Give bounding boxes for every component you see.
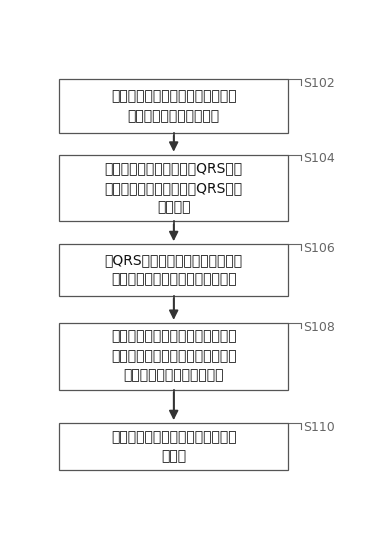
FancyBboxPatch shape [59,323,288,390]
FancyBboxPatch shape [59,244,288,296]
Text: 输出运动阶段的高频心电图和低频
心电图: 输出运动阶段的高频心电图和低频 心电图 [111,430,236,464]
FancyBboxPatch shape [59,79,288,133]
FancyBboxPatch shape [59,423,288,470]
Text: 对运动阶段的心电数据的QRS波群
数据求均值，得到相应的QRS波群
数据均值: 对运动阶段的心电数据的QRS波群 数据求均值，得到相应的QRS波群 数据均值 [105,161,243,214]
Text: S108: S108 [303,320,335,334]
Text: 对QRS波群数据均值进行高频滤波
处理，得到运动阶段的高频心电图: 对QRS波群数据均值进行高频滤波 处理，得到运动阶段的高频心电图 [105,253,243,287]
Text: S110: S110 [303,421,335,434]
Text: 对运动阶段的心电数据进行分析，
按照心脏激动的时间顺序，将体表
电位的变化形成低频心电图: 对运动阶段的心电数据进行分析， 按照心脏激动的时间顺序，将体表 电位的变化形成低… [111,330,236,382]
Text: 获取运动心电数据；运动心电数据
包括运动阶段的心电数据: 获取运动心电数据；运动心电数据 包括运动阶段的心电数据 [111,89,236,123]
Text: S104: S104 [303,152,335,165]
Text: S102: S102 [303,77,335,90]
FancyBboxPatch shape [59,155,288,221]
Text: S106: S106 [303,242,335,255]
